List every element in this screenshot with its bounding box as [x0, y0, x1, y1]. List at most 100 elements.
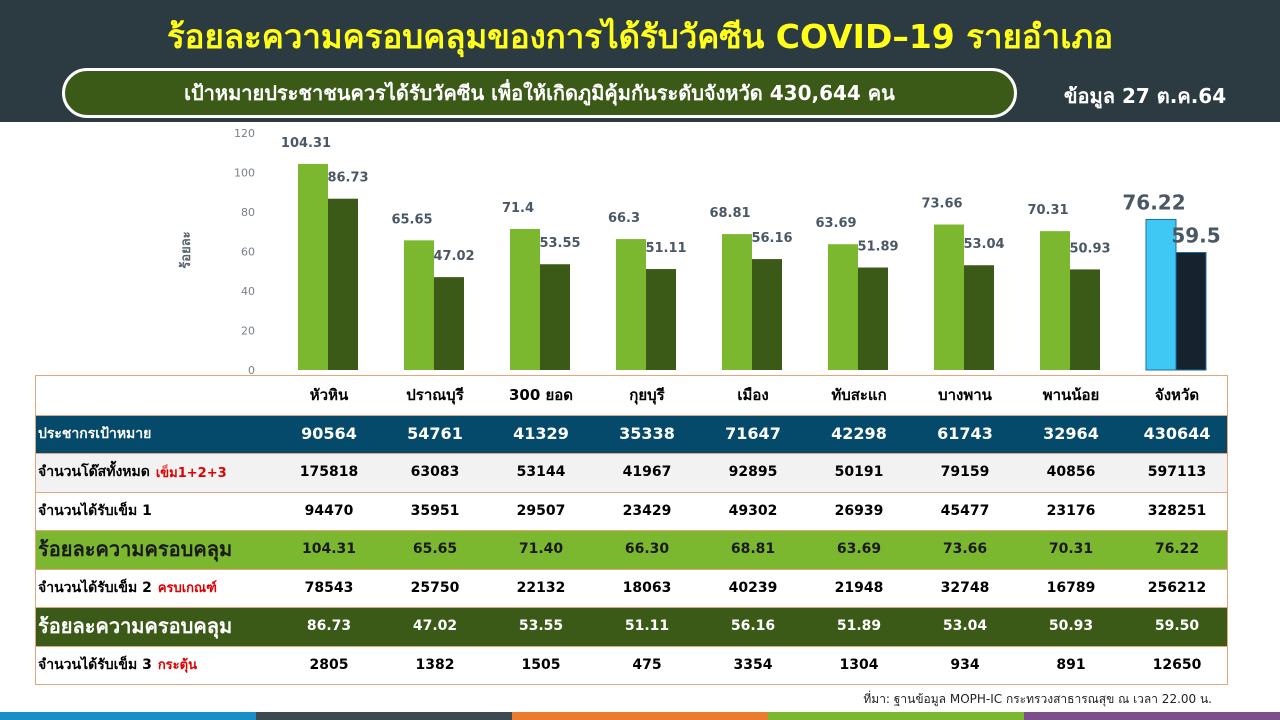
bar — [828, 244, 858, 370]
row-label-text: จำนวนได้รับเข็ม 1 — [38, 502, 152, 519]
table-cell: 18063 — [622, 579, 672, 596]
row-note: ครบเกณฑ์ — [157, 581, 217, 597]
table-cell: 68.81 — [730, 541, 776, 558]
table-cell: 104.31 — [301, 541, 357, 558]
table-cell: 70.31 — [1048, 541, 1094, 558]
value-label: 51.11 — [645, 241, 686, 256]
y-tick-label: 100 — [234, 167, 255, 180]
value-label: 71.4 — [502, 201, 534, 216]
table-cell: 2805 — [309, 656, 349, 673]
bar — [434, 277, 464, 370]
table-cell: 63083 — [410, 464, 460, 481]
table-row — [36, 568, 1227, 607]
table-cell: 41967 — [622, 464, 672, 481]
value-label: 86.73 — [327, 171, 368, 186]
bar — [1040, 231, 1070, 370]
table-row — [36, 414, 1227, 453]
row-label: ร้อยละความครอบคลุม — [36, 607, 276, 646]
table-cell: 1304 — [839, 656, 879, 673]
strip-segment — [768, 712, 1024, 720]
value-label: 73.66 — [921, 197, 962, 212]
table-cell: 53.55 — [518, 618, 564, 635]
value-label: 50.93 — [1069, 241, 1110, 256]
value-label: 47.02 — [433, 249, 474, 264]
value-label: 53.55 — [539, 236, 580, 251]
table-cell: 47.02 — [412, 618, 458, 635]
table-cell: 430644 — [1143, 424, 1211, 444]
bar — [752, 259, 782, 370]
table-cell: 3354 — [733, 656, 773, 673]
row-label-text: จำนวนโด๊สทั้งหมด — [38, 464, 150, 481]
row-label-text: ประชากรเป้าหมาย — [38, 425, 152, 442]
row-note: กระตุ้น — [157, 658, 197, 674]
bar — [540, 264, 570, 370]
table-row — [36, 530, 1227, 569]
table-cell: 42298 — [831, 424, 887, 444]
table-cell: 66.30 — [624, 541, 670, 558]
table-row — [36, 607, 1227, 646]
value-label: 68.81 — [709, 206, 750, 221]
table-cell: 41329 — [513, 424, 569, 444]
chart: ร้อยละ 0 20 40 60 80 100 120 104.31 65.65 71.4 66.… — [178, 127, 1221, 377]
y-tick-label: 40 — [241, 285, 255, 298]
bar — [858, 267, 888, 370]
source-note: ที่มา: ฐานข้อมูล MOPH-IC กระทรวงสาธารณสุ… — [863, 692, 1212, 706]
column-header: กุยบุรี — [629, 386, 665, 405]
column-header: เมือง — [737, 386, 769, 405]
y-tick-label: 20 — [241, 325, 255, 338]
table-cell: 891 — [1056, 656, 1086, 673]
table-row — [36, 453, 1227, 492]
column-header: บางพาน — [938, 386, 992, 405]
table-cell: 73.66 — [942, 541, 988, 558]
table-cell: 475 — [632, 656, 662, 673]
bar — [510, 228, 540, 370]
table-cell: 12650 — [1152, 656, 1202, 673]
table-cell: 86.73 — [306, 618, 352, 635]
bar — [298, 163, 328, 370]
table-cell: 597113 — [1147, 464, 1207, 481]
table-row — [36, 491, 1227, 530]
table-cell: 26939 — [834, 502, 884, 519]
table-cell: 59.50 — [1154, 618, 1200, 635]
bar — [1175, 251, 1207, 371]
row-label: จำนวนโด๊สทั้งหมด เข็ม1+2+3 — [36, 453, 276, 492]
column-header: ทับสะแก — [831, 386, 887, 405]
row-label-text: ร้อยละความครอบคลุม — [38, 537, 233, 562]
table-cell: 49302 — [728, 502, 778, 519]
table-cell: 328251 — [1147, 502, 1207, 519]
strip-segment — [1024, 712, 1280, 720]
bar — [722, 234, 752, 370]
value-label: 56.16 — [751, 231, 792, 246]
y-tick-label: 60 — [241, 246, 255, 259]
table-cell: 54761 — [407, 424, 463, 444]
row-label: ร้อยละความครอบคลุม — [36, 530, 276, 569]
y-tick-label: 120 — [234, 127, 255, 140]
value-label: 63.69 — [815, 216, 856, 231]
bar — [616, 239, 646, 370]
table-cell: 51.89 — [836, 618, 882, 635]
table-cell: 65.65 — [412, 541, 458, 558]
table-cell: 25750 — [410, 579, 460, 596]
strip-segment — [256, 712, 512, 720]
table-cell: 32748 — [940, 579, 990, 596]
value-label: 76.22 — [1122, 190, 1185, 214]
column-header: 300 ยอด — [508, 386, 574, 405]
table-cell: 76.22 — [1154, 541, 1200, 558]
column-header: พานน้อย — [1042, 386, 1100, 405]
table-cell: 90564 — [301, 424, 357, 444]
bar — [646, 269, 676, 370]
table-cell: 35951 — [410, 502, 460, 519]
table-row — [36, 376, 1227, 415]
table-cell: 53144 — [516, 464, 566, 481]
row-label-text: ร้อยละความครอบคลุม — [38, 614, 233, 639]
table-cell: 45477 — [940, 502, 990, 519]
bar — [404, 240, 434, 370]
row-label: จำนวนได้รับเข็ม 1 — [36, 492, 276, 531]
row-note: เข็ม1+2+3 — [155, 465, 227, 481]
table-cell: 71647 — [725, 424, 781, 444]
value-label: 59.5 — [1171, 223, 1220, 247]
row-label: จำนวนได้รับเข็ม 3 กระตุ้น — [36, 646, 276, 685]
table-cell: 53.04 — [942, 618, 988, 635]
